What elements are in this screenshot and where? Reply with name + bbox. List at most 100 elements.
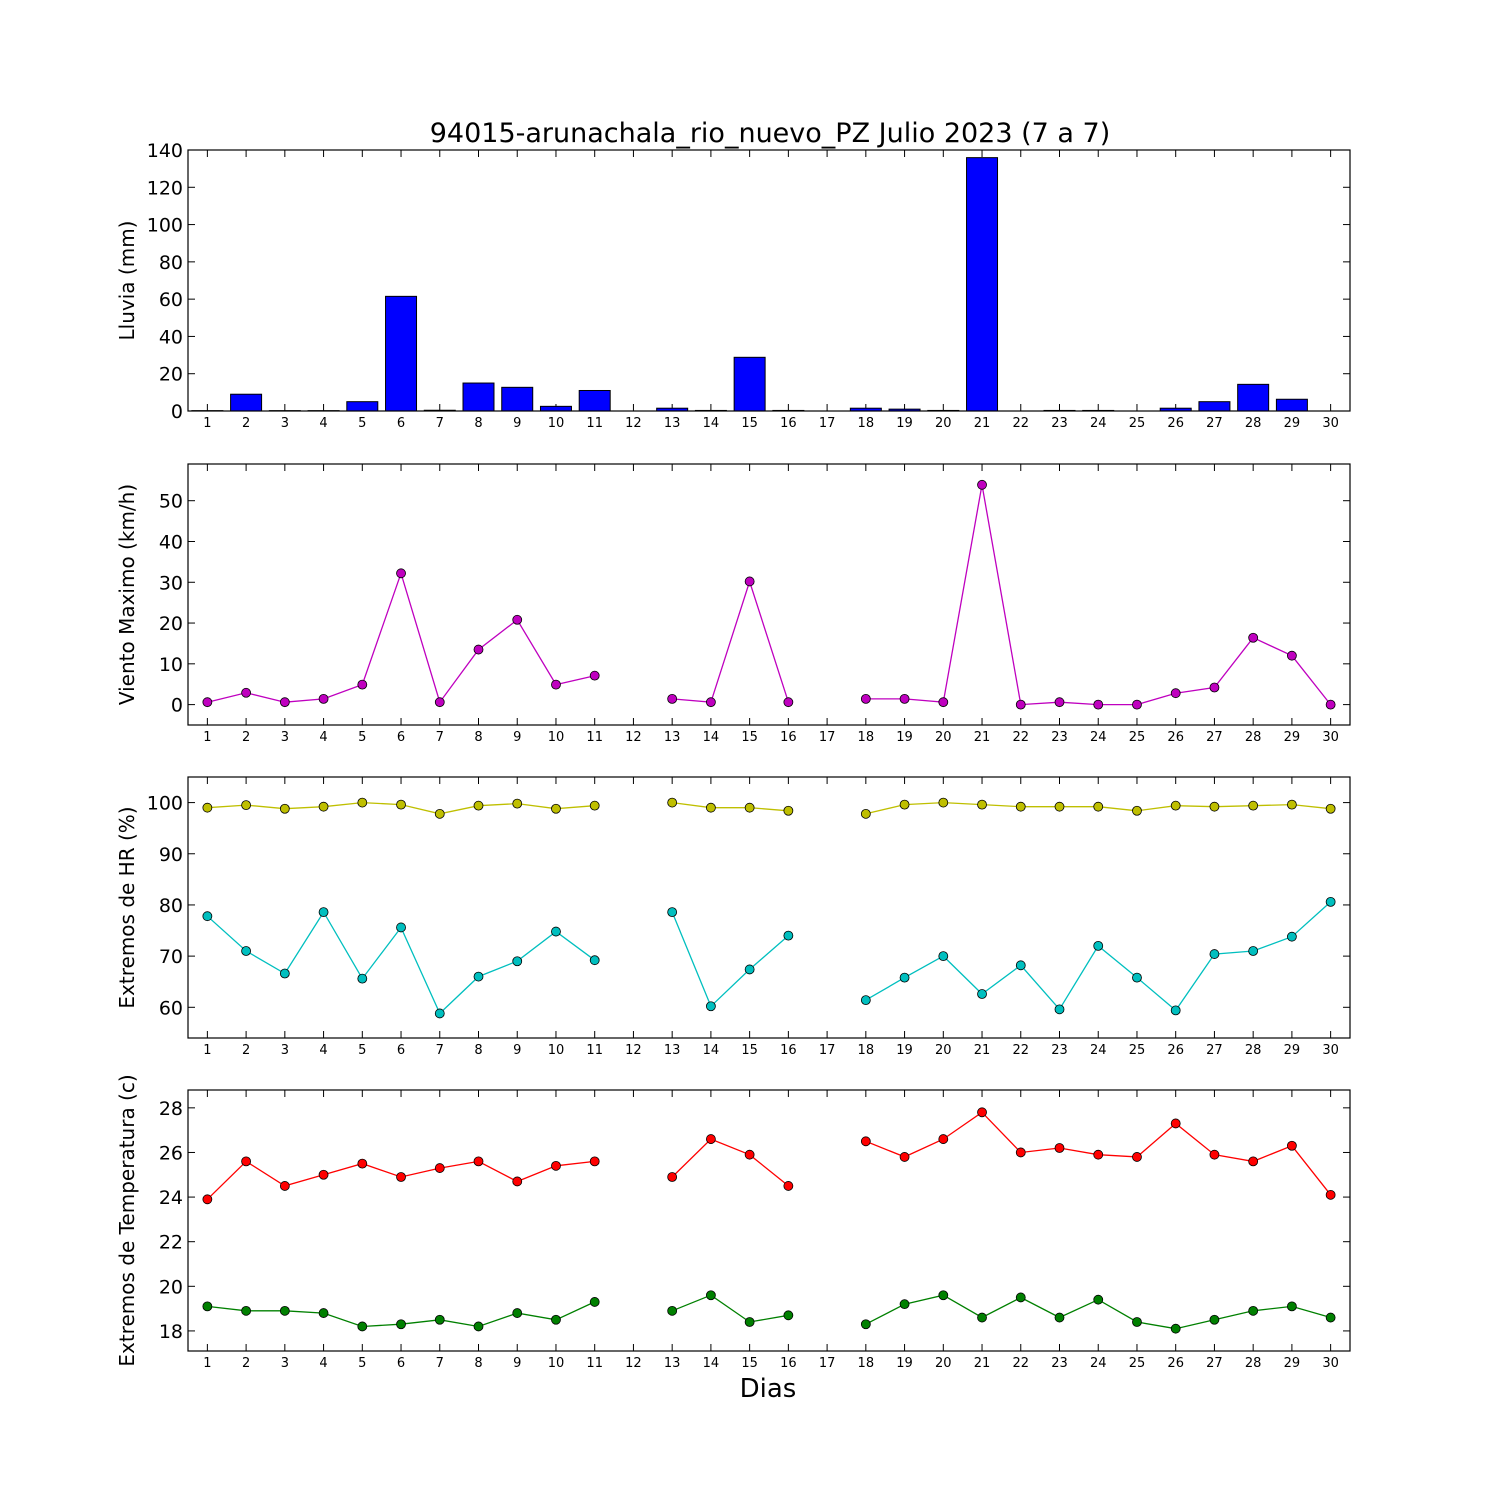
temp_max-point-day-6 bbox=[396, 1172, 406, 1182]
hr_max-point-day-15 bbox=[744, 802, 755, 813]
wind-point-day-27 bbox=[1209, 682, 1220, 693]
temp_max-point-day-7 bbox=[434, 1163, 445, 1173]
xtick-label: 10 bbox=[548, 730, 565, 745]
hr_min-point-day-24 bbox=[1093, 940, 1104, 951]
ytick-label: 140 bbox=[147, 140, 183, 162]
xtick-label: 12 bbox=[625, 1043, 642, 1058]
xtick-label: 12 bbox=[625, 730, 642, 745]
temp_min-point-day-4 bbox=[318, 1308, 329, 1318]
wind-point-day-16 bbox=[783, 697, 794, 708]
ytick-label: 10 bbox=[159, 654, 183, 676]
temp_max-point-day-5 bbox=[357, 1158, 368, 1169]
hr_min-point-day-9 bbox=[512, 956, 523, 967]
ytick-label: 100 bbox=[147, 215, 183, 237]
temp_max-point-day-22 bbox=[1015, 1147, 1026, 1158]
rain-bar-day-5 bbox=[346, 401, 379, 412]
xtick-label: 24 bbox=[1090, 416, 1107, 431]
temp_min-point-day-25 bbox=[1132, 1317, 1142, 1327]
xtick-label: 2 bbox=[242, 416, 250, 431]
temp_max-point-day-28 bbox=[1248, 1156, 1259, 1167]
ytick-label: 80 bbox=[159, 895, 183, 917]
hr_max-point-day-9 bbox=[512, 798, 523, 809]
hr_max-point-day-2 bbox=[241, 800, 252, 811]
rain-bar-day-15 bbox=[733, 356, 766, 412]
temp_min-point-day-26 bbox=[1170, 1323, 1181, 1334]
xtick-label: 22 bbox=[1012, 730, 1029, 745]
xtick-label: 21 bbox=[974, 416, 991, 431]
hr_max-point-day-27 bbox=[1209, 801, 1220, 812]
xtick-label: 4 bbox=[319, 730, 327, 745]
y-axis-label: Extremos de HR (%) bbox=[115, 806, 139, 1008]
xtick-label: 18 bbox=[858, 1356, 875, 1371]
wind-point-day-1 bbox=[202, 697, 213, 708]
xtick-label: 20 bbox=[935, 1043, 952, 1058]
wind-point-day-2 bbox=[241, 687, 252, 698]
ytick-label: 40 bbox=[159, 531, 183, 553]
ytick-label: 0 bbox=[171, 695, 183, 717]
hr_min-point-day-29 bbox=[1287, 931, 1297, 942]
xtick-label: 25 bbox=[1129, 730, 1146, 745]
xtick-label: 9 bbox=[513, 416, 521, 431]
temp_max-point-day-24 bbox=[1093, 1149, 1104, 1160]
hr_max-point-day-25 bbox=[1132, 805, 1142, 816]
xtick-label: 25 bbox=[1129, 416, 1146, 431]
xtick-label: 18 bbox=[858, 1043, 875, 1058]
xtick-label: 28 bbox=[1245, 1356, 1262, 1371]
xtick-label: 14 bbox=[703, 1356, 720, 1371]
rain-bar-day-11 bbox=[578, 389, 611, 412]
temp_min-point-day-11 bbox=[589, 1297, 600, 1307]
xtick-label: 16 bbox=[780, 1356, 797, 1371]
xtick-label: 4 bbox=[319, 416, 327, 431]
xtick-label: 11 bbox=[586, 1043, 603, 1058]
hr_max-point-day-20 bbox=[938, 797, 949, 808]
hr_max-point-day-11 bbox=[589, 800, 600, 811]
xtick-label: 6 bbox=[397, 730, 405, 745]
temp_min-point-day-24 bbox=[1093, 1294, 1104, 1305]
temp_min-point-day-13 bbox=[667, 1305, 678, 1316]
xtick-label: 20 bbox=[935, 416, 952, 431]
xtick-label: 6 bbox=[397, 1043, 405, 1058]
wind-point-day-6 bbox=[396, 568, 406, 579]
xtick-label: 10 bbox=[548, 1043, 565, 1058]
ytick-label: 90 bbox=[159, 844, 183, 866]
temp_min-point-day-30 bbox=[1325, 1312, 1336, 1323]
xtick-label: 3 bbox=[281, 1356, 289, 1371]
xtick-label: 14 bbox=[703, 730, 720, 745]
xtick-label: 19 bbox=[896, 730, 913, 745]
xtick-label: 6 bbox=[397, 416, 405, 431]
xtick-label: 8 bbox=[474, 416, 482, 431]
rain-bar-day-2 bbox=[230, 393, 263, 412]
ytick-label: 120 bbox=[147, 177, 183, 199]
xtick-label: 7 bbox=[436, 1043, 444, 1058]
xtick-label: 27 bbox=[1206, 1043, 1223, 1058]
wind-point-day-15 bbox=[744, 576, 755, 587]
temp_max-point-day-18 bbox=[860, 1136, 871, 1147]
temp_max-point-day-16 bbox=[783, 1181, 794, 1191]
xtick-label: 9 bbox=[513, 1043, 521, 1058]
wind-point-day-20 bbox=[938, 697, 949, 708]
hr_min-point-day-16 bbox=[783, 930, 794, 941]
xtick-label: 20 bbox=[935, 730, 952, 745]
temp_max-point-day-20 bbox=[938, 1134, 949, 1144]
chart-title: 94015-arunachala_rio_nuevo_PZ Julio 2023… bbox=[430, 118, 1111, 149]
temp_min-point-day-27 bbox=[1209, 1314, 1220, 1325]
hr_max-point-day-30 bbox=[1325, 803, 1336, 814]
xtick-label: 22 bbox=[1012, 1043, 1029, 1058]
xtick-label: 6 bbox=[397, 1356, 405, 1371]
ytick-label: 22 bbox=[159, 1232, 183, 1254]
ytick-label: 50 bbox=[159, 491, 183, 513]
xtick-label: 28 bbox=[1245, 416, 1262, 431]
xtick-label: 15 bbox=[741, 730, 758, 745]
xtick-label: 24 bbox=[1090, 730, 1107, 745]
temp_max-point-day-21 bbox=[977, 1107, 987, 1118]
y-axis-label: Viento Maximo (km/h) bbox=[115, 484, 139, 705]
temp_max-point-day-11 bbox=[589, 1156, 600, 1167]
xtick-label: 11 bbox=[586, 730, 603, 745]
hr_max-point-day-14 bbox=[706, 802, 716, 813]
temp_max-point-day-13 bbox=[667, 1172, 678, 1182]
xtick-label: 12 bbox=[625, 1356, 642, 1371]
xtick-label: 1 bbox=[203, 1356, 211, 1371]
xtick-label: 28 bbox=[1245, 730, 1262, 745]
